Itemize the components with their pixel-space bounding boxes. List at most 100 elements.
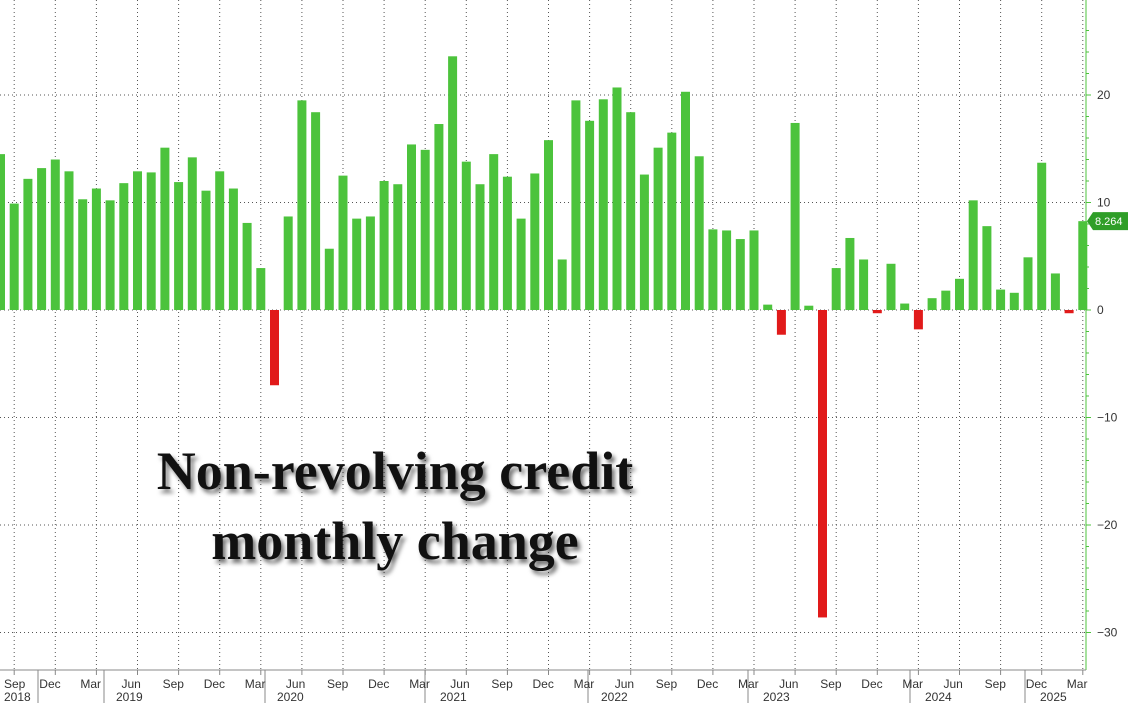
x-tick-label: Sep: [820, 677, 842, 691]
bar: [352, 219, 361, 310]
bar: [1010, 293, 1019, 310]
x-year-label: 2019: [116, 690, 143, 703]
x-tick-label: Mar: [1067, 677, 1088, 691]
bar: [955, 279, 964, 310]
bar: [407, 144, 416, 310]
x-tick-label: Jun: [450, 677, 469, 691]
bar: [92, 189, 101, 310]
x-tick-label: Dec: [861, 677, 882, 691]
bar: [1051, 273, 1060, 310]
bar: [37, 168, 46, 310]
bar: [708, 229, 717, 310]
x-tick-label: Dec: [368, 677, 389, 691]
bar: [791, 123, 800, 310]
bar: [1037, 163, 1046, 310]
x-tick-label: Jun: [286, 677, 305, 691]
x-year-label: 2023: [763, 690, 790, 703]
bar: [243, 223, 252, 310]
bar: [695, 156, 704, 310]
last-value-label: 8.264: [1095, 216, 1123, 228]
x-year-label: 2020: [277, 690, 304, 703]
bar: [147, 172, 156, 310]
bar: [832, 268, 841, 310]
bar: [750, 230, 759, 310]
y-tick-label: −30: [1097, 626, 1118, 640]
bar: [476, 184, 485, 310]
x-year-label: 2021: [440, 690, 467, 703]
bar: [339, 176, 348, 310]
bar: [380, 181, 389, 310]
y-tick-label: 20: [1097, 88, 1111, 102]
x-tick-label: Mar: [245, 677, 266, 691]
bar: [65, 171, 74, 310]
chart-title-line-2: monthly change: [0, 514, 790, 568]
bar: [0, 154, 5, 310]
bar: [969, 200, 978, 310]
bar: [736, 239, 745, 310]
bar: [818, 310, 827, 617]
y-tick-label: −10: [1097, 411, 1118, 425]
bar: [421, 150, 430, 310]
bar: [640, 175, 649, 310]
bar: [119, 183, 128, 310]
bar: [804, 306, 813, 310]
bar: [160, 148, 169, 310]
x-tick-label: Dec: [533, 677, 554, 691]
bar: [667, 133, 676, 310]
x-tick-label: Mar: [902, 677, 923, 691]
bar: [10, 204, 19, 310]
x-tick-label: Sep: [985, 677, 1007, 691]
x-tick-label: Mar: [409, 677, 430, 691]
bar: [845, 238, 854, 310]
bar: [284, 216, 293, 310]
y-tick-label: 0: [1097, 303, 1104, 317]
bar: [106, 200, 115, 310]
x-tick-label: Jun: [122, 677, 141, 691]
x-tick-label: Sep: [656, 677, 678, 691]
bar: [393, 184, 402, 310]
bar: [544, 140, 553, 310]
y-tick-label: −20: [1097, 518, 1118, 532]
bar: [325, 249, 334, 310]
chart-title-line-1: Non-revolving credit: [0, 444, 790, 498]
bar: [462, 162, 471, 310]
bar: [366, 216, 375, 310]
bar: [174, 182, 183, 310]
bar: [982, 226, 991, 310]
bar: [900, 304, 909, 310]
bar: [941, 291, 950, 310]
x-tick-label: Sep: [491, 677, 513, 691]
bar: [859, 259, 868, 310]
bar: [311, 112, 320, 310]
x-year-label: 2022: [601, 690, 628, 703]
bar: [448, 56, 457, 310]
bar: [270, 310, 279, 385]
bar: [434, 124, 443, 310]
x-year-label: 2025: [1040, 690, 1067, 703]
bar: [256, 268, 265, 310]
bar: [654, 148, 663, 310]
x-tick-label: Dec: [39, 677, 60, 691]
bar: [229, 189, 238, 310]
y-tick-label: 10: [1097, 196, 1111, 210]
bar: [571, 100, 580, 310]
bar: [585, 121, 594, 310]
bar: [626, 112, 635, 310]
bar: [188, 157, 197, 310]
x-axis-labels: Sep Dec Mar Jun Sep Dec Mar Jun Sep Dec Mar Jun Sep D…: [4, 677, 1087, 703]
bar: [78, 199, 87, 310]
bar: [517, 219, 526, 310]
bar: [928, 298, 937, 310]
bar: [887, 264, 896, 310]
bar: [914, 310, 923, 329]
bar: [503, 177, 512, 310]
x-tick-label: Sep: [4, 677, 26, 691]
bar: [722, 230, 731, 310]
x-year-label: 2018: [4, 690, 31, 703]
bar: [873, 310, 882, 313]
bar: [1024, 257, 1033, 310]
chart-axes: [0, 0, 1091, 703]
bar: [763, 305, 772, 310]
bar: [133, 171, 142, 310]
